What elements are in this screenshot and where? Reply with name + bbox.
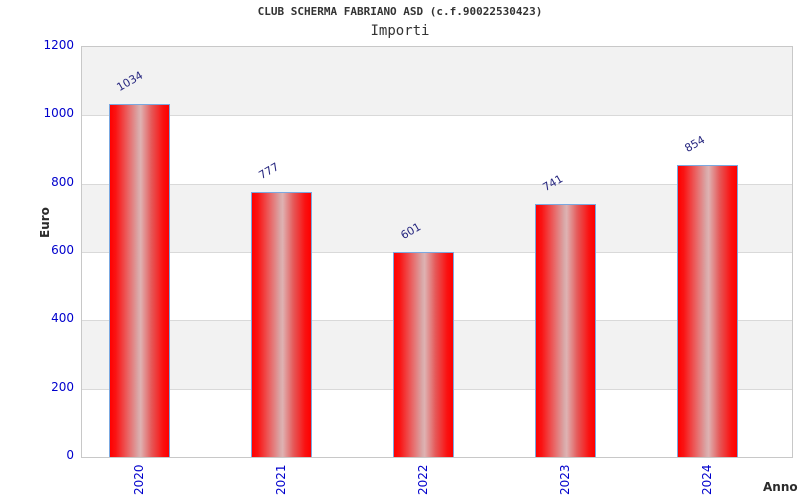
y-axis-tick-label: 0	[66, 448, 74, 462]
background-band	[82, 47, 792, 116]
x-axis-tick-label: 2022	[416, 464, 430, 495]
y-axis-tick-label: 1000	[43, 106, 74, 121]
bar[interactable]	[109, 103, 170, 457]
plot-area: 1034 777 601 741 854	[81, 46, 793, 458]
gridline	[82, 184, 792, 185]
x-axis-title: Anno	[763, 480, 798, 494]
chart-subtitle: Importi	[370, 23, 430, 39]
y-axis-title: Euro	[38, 207, 52, 238]
y-axis-tick-labels: 0 200 400 600 800 1000 1200	[0, 38, 74, 462]
x-axis-tick-label: 2023	[558, 464, 572, 495]
bar-value-label: 854	[682, 133, 708, 156]
x-axis-tick-labels: 2020 2021 2022 2023 2024	[0, 462, 800, 500]
background-band	[82, 183, 792, 252]
y-axis-tick-label: 200	[51, 379, 74, 394]
y-axis-tick-label: 1200	[43, 38, 74, 52]
x-axis-tick-label: 2020	[132, 464, 146, 495]
gridline	[82, 115, 792, 116]
bar[interactable]	[251, 191, 312, 457]
x-axis-tick-label: 2021	[274, 464, 288, 495]
bar[interactable]	[535, 203, 596, 457]
y-axis-tick-label: 600	[51, 243, 74, 257]
bar[interactable]	[677, 165, 738, 457]
chart-title: CLUB SCHERMA FABRIANO ASD (c.f.900225304…	[257, 5, 543, 18]
x-axis-tick-label: 2024	[700, 464, 714, 495]
bar[interactable]	[393, 251, 454, 457]
y-axis-tick-label: 800	[51, 174, 74, 189]
y-axis-tick-label: 400	[51, 311, 74, 326]
bar-value-label: 777	[256, 159, 282, 182]
